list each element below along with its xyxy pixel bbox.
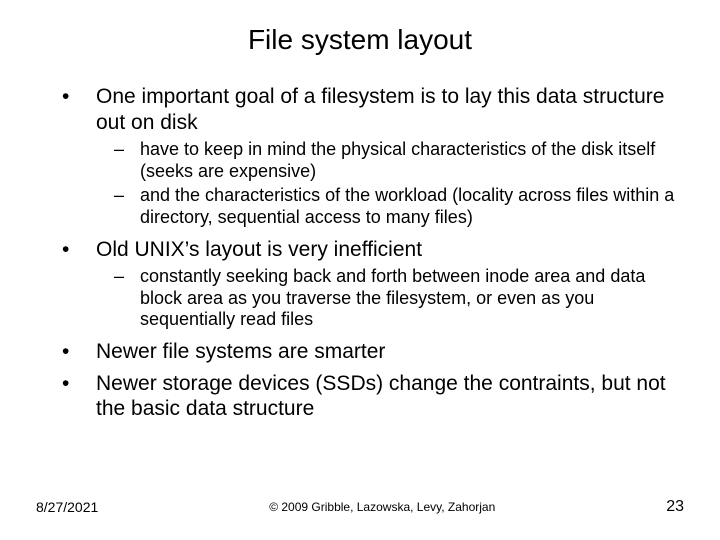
footer: 8/27/2021 © 2009 Gribble, Lazowska, Levy… [36, 498, 684, 516]
bullet-item: Newer file systems are smarter [36, 339, 684, 365]
bullet-text: Newer file systems are smarter [96, 340, 385, 363]
bullet-text: Newer storage devices (SSDs) change the … [96, 372, 666, 421]
bullet-list: One important goal of a filesystem is to… [36, 84, 684, 422]
sub-list: have to keep in mind the physical charac… [96, 139, 684, 228]
bullet-item: Newer storage devices (SSDs) change the … [36, 371, 684, 422]
bullet-text: Old UNIX’s layout is very inefficient [96, 238, 422, 261]
bullet-text: One important goal of a filesystem is to… [96, 85, 664, 134]
sub-item: constantly seeking back and forth betwee… [96, 266, 684, 331]
slide-title: File system layout [36, 24, 684, 56]
bullet-item: Old UNIX’s layout is very inefficient co… [36, 237, 684, 331]
footer-page-number: 23 [666, 498, 684, 516]
sub-list: constantly seeking back and forth betwee… [96, 266, 684, 331]
slide: File system layout One important goal of… [0, 0, 720, 540]
sub-item: and the characteristics of the workload … [96, 185, 684, 228]
footer-date: 8/27/2021 [36, 499, 98, 515]
sub-item: have to keep in mind the physical charac… [96, 139, 684, 182]
bullet-item: One important goal of a filesystem is to… [36, 84, 684, 229]
footer-copyright: © 2009 Gribble, Lazowska, Levy, Zahorjan [98, 500, 666, 514]
